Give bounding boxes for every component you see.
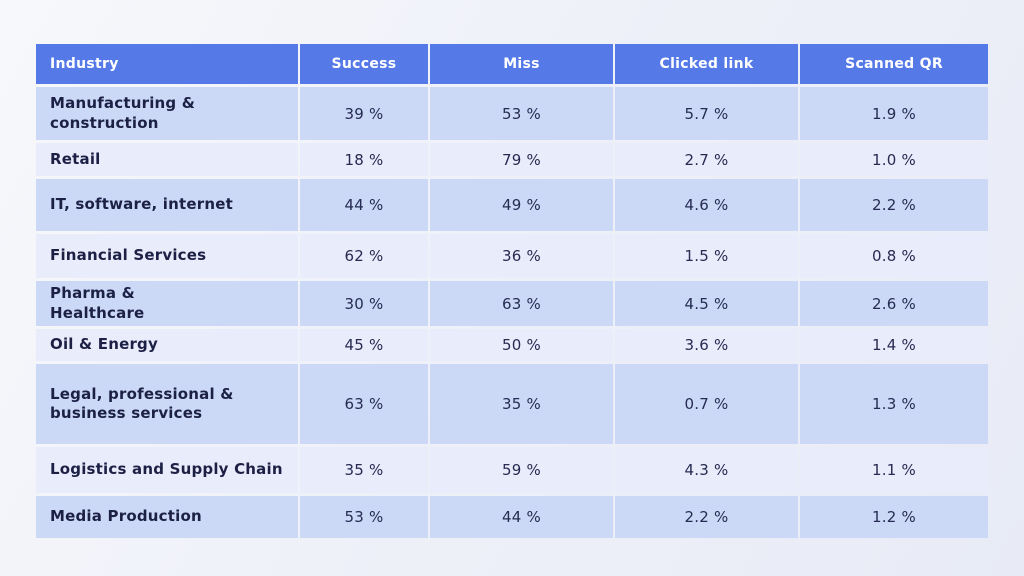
clicked-link-cell: 4.5 % — [615, 281, 798, 326]
clicked-link-cell: 2.2 % — [615, 496, 798, 538]
success-cell: 62 % — [300, 234, 428, 278]
industry-cell: Pharma & Healthcare — [36, 281, 298, 326]
clicked-link-cell: 5.7 % — [615, 87, 798, 140]
industry-cell: Financial Services — [36, 234, 298, 278]
scanned-qr-cell: 1.1 % — [800, 447, 988, 493]
industry-cell: Legal, professional & business services — [36, 364, 298, 444]
miss-cell: 79 % — [430, 143, 613, 176]
success-cell: 45 % — [300, 329, 428, 361]
success-cell: 53 % — [300, 496, 428, 538]
industry-cell: Logistics and Supply Chain — [36, 447, 298, 493]
column-header-miss: Miss — [430, 44, 613, 84]
success-cell: 44 % — [300, 179, 428, 231]
scanned-qr-cell: 2.2 % — [800, 179, 988, 231]
success-cell: 30 % — [300, 281, 428, 326]
scanned-qr-cell: 1.3 % — [800, 364, 988, 444]
miss-cell: 35 % — [430, 364, 613, 444]
clicked-link-cell: 2.7 % — [615, 143, 798, 176]
scanned-qr-cell: 1.4 % — [800, 329, 988, 361]
column-header-scanned-qr: Scanned QR — [800, 44, 988, 84]
miss-cell: 63 % — [430, 281, 613, 326]
clicked-link-cell: 0.7 % — [615, 364, 798, 444]
data-table: Industry Success Miss Clicked link Scann… — [36, 44, 988, 538]
success-cell: 35 % — [300, 447, 428, 493]
scanned-qr-cell: 1.9 % — [800, 87, 988, 140]
industry-cell: Manufacturing & construction — [36, 87, 298, 140]
table-header-row: Industry Success Miss Clicked link Scann… — [36, 44, 988, 84]
table-row: Legal, professional & business services … — [36, 364, 988, 444]
miss-cell: 49 % — [430, 179, 613, 231]
industry-cell: IT, software, internet — [36, 179, 298, 231]
table-row: Media Production 53 % 44 % 2.2 % 1.2 % — [36, 496, 988, 538]
industry-cell: Oil & Energy — [36, 329, 298, 361]
clicked-link-cell: 3.6 % — [615, 329, 798, 361]
success-cell: 39 % — [300, 87, 428, 140]
table-row: Manufacturing & construction 39 % 53 % 5… — [36, 87, 988, 140]
table-row: Financial Services 62 % 36 % 1.5 % 0.8 % — [36, 234, 988, 278]
scanned-qr-cell: 1.0 % — [800, 143, 988, 176]
scanned-qr-cell: 0.8 % — [800, 234, 988, 278]
clicked-link-cell: 4.3 % — [615, 447, 798, 493]
industry-cell: Media Production — [36, 496, 298, 538]
table-row: Logistics and Supply Chain 35 % 59 % 4.3… — [36, 447, 988, 493]
column-header-industry: Industry — [36, 44, 298, 84]
table-row: IT, software, internet 44 % 49 % 4.6 % 2… — [36, 179, 988, 231]
scanned-qr-cell: 2.6 % — [800, 281, 988, 326]
success-cell: 18 % — [300, 143, 428, 176]
table-row: Retail 18 % 79 % 2.7 % 1.0 % — [36, 143, 988, 176]
column-header-success: Success — [300, 44, 428, 84]
success-cell: 63 % — [300, 364, 428, 444]
table-row: Pharma & Healthcare 30 % 63 % 4.5 % 2.6 … — [36, 281, 988, 326]
scanned-qr-cell: 1.2 % — [800, 496, 988, 538]
miss-cell: 36 % — [430, 234, 613, 278]
table-row: Oil & Energy 45 % 50 % 3.6 % 1.4 % — [36, 329, 988, 361]
miss-cell: 50 % — [430, 329, 613, 361]
industry-cell: Retail — [36, 143, 298, 176]
clicked-link-cell: 4.6 % — [615, 179, 798, 231]
miss-cell: 44 % — [430, 496, 613, 538]
column-header-clicked-link: Clicked link — [615, 44, 798, 84]
miss-cell: 53 % — [430, 87, 613, 140]
miss-cell: 59 % — [430, 447, 613, 493]
clicked-link-cell: 1.5 % — [615, 234, 798, 278]
